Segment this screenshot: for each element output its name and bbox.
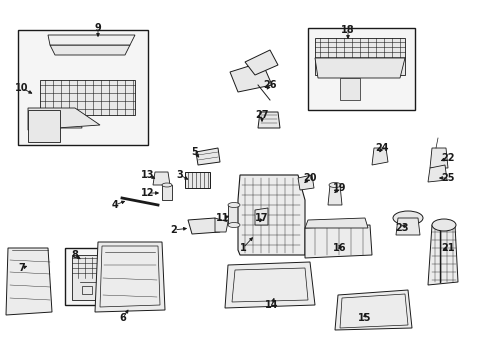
- Bar: [307, 28, 414, 110]
- Text: 1: 1: [239, 243, 246, 253]
- Text: 22: 22: [440, 153, 454, 163]
- Bar: [82, 286, 92, 294]
- Polygon shape: [427, 165, 446, 182]
- Text: 24: 24: [374, 143, 388, 153]
- Ellipse shape: [162, 183, 172, 187]
- Polygon shape: [48, 35, 135, 45]
- Polygon shape: [258, 112, 280, 128]
- Ellipse shape: [227, 202, 240, 207]
- Polygon shape: [215, 218, 227, 232]
- Ellipse shape: [431, 219, 455, 231]
- Polygon shape: [427, 225, 457, 285]
- Text: 10: 10: [15, 83, 29, 93]
- Polygon shape: [28, 108, 100, 130]
- Text: 6: 6: [120, 313, 126, 323]
- Polygon shape: [6, 248, 52, 315]
- Text: 7: 7: [19, 263, 25, 273]
- Polygon shape: [187, 218, 220, 234]
- Polygon shape: [28, 110, 60, 142]
- Bar: [339, 78, 359, 100]
- Text: 5: 5: [191, 147, 198, 157]
- Polygon shape: [305, 218, 367, 228]
- Polygon shape: [314, 58, 404, 78]
- Text: 20: 20: [303, 173, 316, 183]
- Polygon shape: [184, 172, 209, 188]
- Polygon shape: [305, 225, 371, 258]
- Polygon shape: [371, 148, 387, 165]
- Polygon shape: [429, 148, 447, 168]
- Text: 15: 15: [358, 313, 371, 323]
- Polygon shape: [297, 175, 313, 190]
- Text: 21: 21: [440, 243, 454, 253]
- Text: 2: 2: [170, 225, 177, 235]
- Ellipse shape: [392, 211, 422, 225]
- Polygon shape: [229, 62, 271, 92]
- Bar: [100, 286, 110, 294]
- Polygon shape: [224, 262, 314, 308]
- Text: 27: 27: [255, 110, 268, 120]
- Polygon shape: [153, 172, 170, 185]
- Polygon shape: [395, 218, 419, 235]
- Ellipse shape: [227, 222, 240, 228]
- Ellipse shape: [328, 183, 340, 188]
- Polygon shape: [72, 255, 140, 300]
- Polygon shape: [95, 242, 164, 312]
- Polygon shape: [50, 45, 130, 55]
- Text: 3: 3: [176, 170, 183, 180]
- Polygon shape: [334, 290, 411, 330]
- Polygon shape: [227, 205, 240, 225]
- Polygon shape: [244, 50, 278, 75]
- Bar: [18, 30, 148, 145]
- Polygon shape: [254, 208, 267, 225]
- Text: 25: 25: [440, 173, 454, 183]
- Text: 16: 16: [332, 243, 346, 253]
- Text: 13: 13: [141, 170, 154, 180]
- Text: 17: 17: [255, 213, 268, 223]
- Text: 12: 12: [141, 188, 154, 198]
- Polygon shape: [238, 175, 305, 255]
- Text: 11: 11: [216, 213, 229, 223]
- Polygon shape: [40, 80, 135, 115]
- Polygon shape: [34, 118, 44, 125]
- Text: 19: 19: [332, 183, 346, 193]
- Text: 26: 26: [263, 80, 276, 90]
- Text: 23: 23: [394, 223, 408, 233]
- Polygon shape: [40, 118, 82, 128]
- Polygon shape: [314, 38, 404, 75]
- Bar: [65, 248, 148, 305]
- Text: 4: 4: [111, 200, 118, 210]
- Polygon shape: [196, 148, 220, 165]
- Text: 14: 14: [264, 300, 278, 310]
- Polygon shape: [327, 185, 341, 205]
- Text: 9: 9: [95, 23, 101, 33]
- Text: 8: 8: [71, 250, 78, 260]
- Polygon shape: [162, 185, 172, 200]
- Text: 18: 18: [341, 25, 354, 35]
